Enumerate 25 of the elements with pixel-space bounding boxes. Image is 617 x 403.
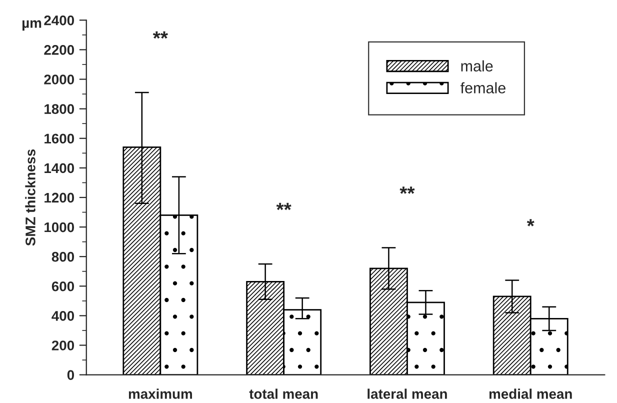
x-tick-label: medial mean	[489, 388, 572, 399]
annotation: *	[526, 219, 534, 226]
y-tick-label: 1200	[44, 192, 74, 203]
y-tick-label: 400	[52, 311, 74, 321]
annotation: **	[400, 186, 415, 194]
y-tick-label: 1000	[44, 222, 74, 232]
y-tick-label: 200	[52, 340, 74, 350]
legend-label: male	[461, 60, 493, 72]
annotation: **	[152, 31, 168, 39]
y-tick-label: 600	[52, 281, 74, 292]
y-tick-label: 2400	[44, 15, 74, 26]
legend-label: female	[460, 82, 506, 94]
y-axis-title: SMZ thickness	[25, 149, 36, 246]
y-tick-label: 1800	[44, 104, 74, 114]
y-tick-label: 1600	[44, 134, 74, 144]
y-tick-label: 800	[52, 252, 74, 262]
x-tick-label: maximum	[128, 388, 192, 399]
x-tick-label: total mean	[249, 388, 318, 399]
text: µm	[22, 20, 42, 31]
y-tick-label: 2000	[44, 74, 74, 84]
x-tick-label: lateral mean	[368, 388, 447, 399]
annotation: **	[276, 202, 292, 210]
y-tick-label: 0	[67, 370, 74, 380]
y-tick-label: 1400	[44, 163, 74, 174]
y-tick-label: 2200	[44, 45, 74, 55]
